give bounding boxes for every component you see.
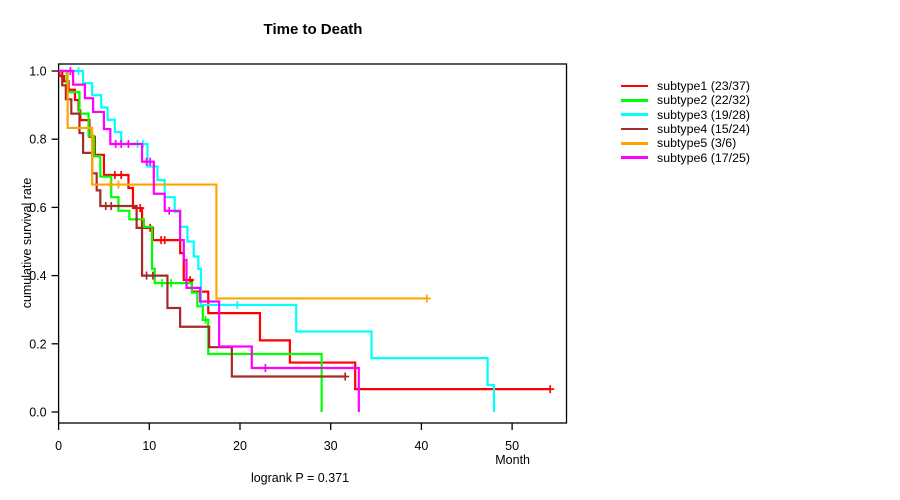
- legend-item: subtype1 (23/37): [621, 79, 750, 93]
- y-axis-label: cumulative survival rate: [20, 177, 34, 309]
- y-tick-label: 0.0: [29, 406, 46, 420]
- legend-line-swatch: [621, 113, 648, 117]
- x-axis-label: Month: [495, 453, 530, 467]
- y-tick-label: 1.0: [29, 65, 46, 79]
- km-curve-subtype3: [58, 69, 496, 412]
- legend-item: subtype2 (22/32): [621, 93, 750, 107]
- legend-label: subtype6 (17/25): [657, 150, 750, 165]
- km-curve-subtype2: [58, 69, 323, 412]
- x-tick-label: 40: [414, 439, 428, 453]
- legend-label: subtype3 (19/28): [657, 107, 750, 122]
- y-tick-label: 0.6: [29, 201, 46, 215]
- legend-line-swatch: [621, 84, 648, 88]
- legend-line-swatch: [621, 127, 648, 131]
- km-curve-subtype1: [58, 69, 551, 391]
- legend-label: subtype4 (15/24): [657, 122, 750, 137]
- plot-box: [57, 63, 568, 424]
- legend-line-swatch: [621, 142, 648, 145]
- x-tick-label: 50: [505, 439, 519, 453]
- legend-line-swatch: [621, 99, 648, 102]
- legend: subtype1 (23/37) subtype2 (22/32) subtype3…: [621, 79, 750, 165]
- y-tick-label: 0.4: [29, 269, 46, 283]
- chart-title: Time to Death: [263, 21, 363, 38]
- legend-item: subtype6 (17/25): [621, 150, 750, 165]
- y-tick-label: 0.2: [29, 337, 46, 351]
- legend-item: subtype3 (19/28): [621, 108, 750, 122]
- legend-item: subtype5 (3/6): [621, 136, 750, 150]
- legend-item: subtype4 (15/24): [621, 122, 750, 136]
- km-curve-subtype5: [58, 69, 427, 300]
- km-curve-subtype6: [58, 69, 360, 412]
- legend-line-swatch: [621, 156, 648, 159]
- y-tick-label: 0.8: [29, 133, 46, 147]
- legend-label: subtype2 (22/32): [657, 93, 750, 108]
- x-tick-label: 10: [142, 439, 156, 453]
- legend-label: subtype1 (23/37): [657, 79, 750, 94]
- logrank-annotation: logrank P = 0.371: [250, 471, 350, 485]
- km-curve-subtype4: [58, 69, 346, 378]
- x-tick-label: 20: [233, 439, 247, 453]
- x-tick-label: 30: [324, 439, 338, 453]
- legend-label: subtype5 (3/6): [657, 136, 737, 151]
- x-tick-label: 0: [55, 439, 62, 453]
